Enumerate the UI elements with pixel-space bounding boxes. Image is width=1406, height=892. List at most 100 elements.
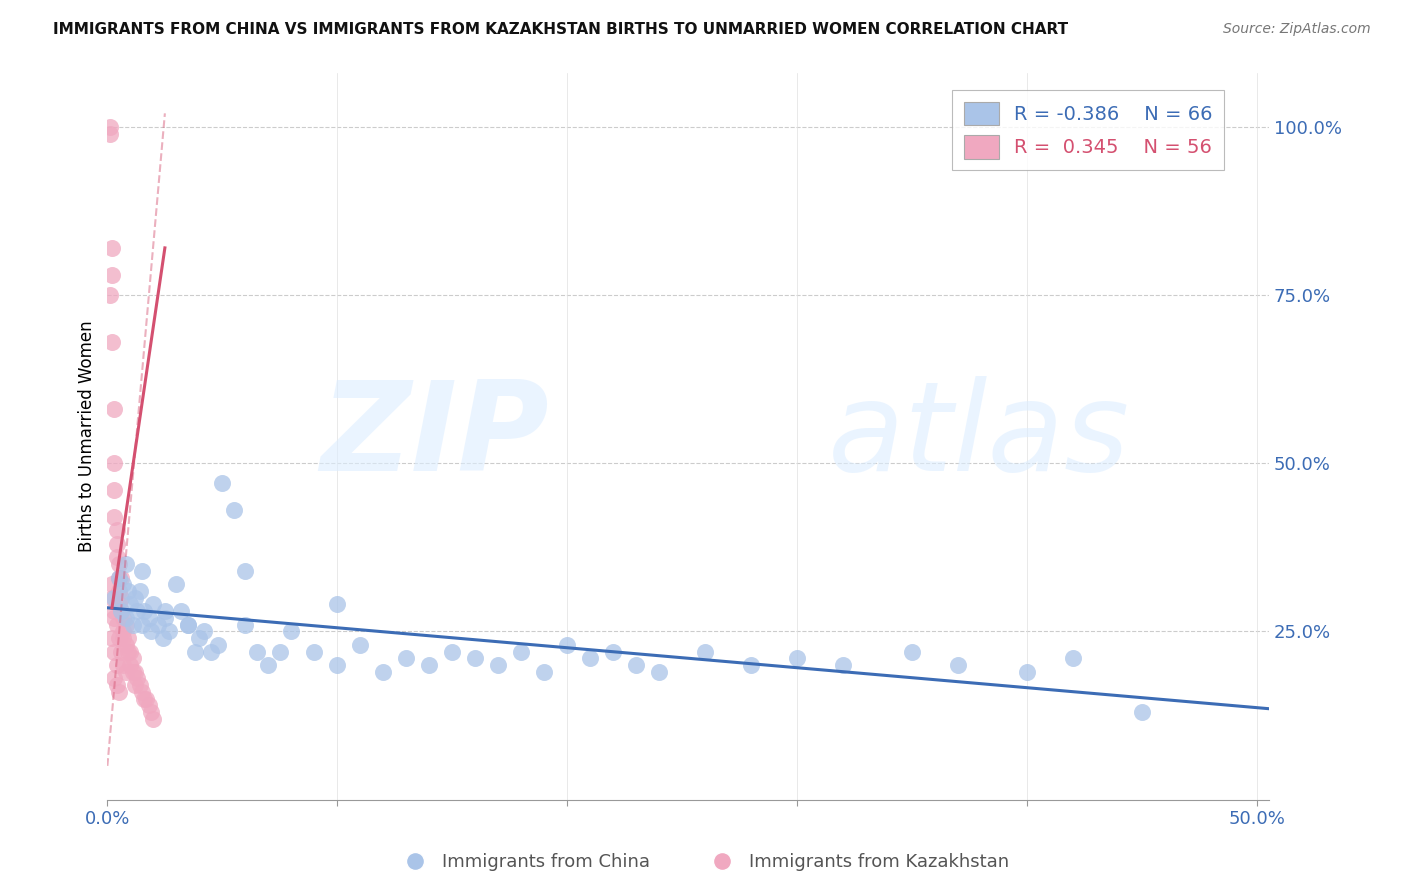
Point: [349, 638, 371, 652]
Point: [101, 334, 124, 349]
Point: [108, 685, 131, 699]
Point: [124, 665, 146, 679]
Point: [142, 712, 165, 726]
Point: [105, 657, 128, 672]
Point: [326, 598, 349, 612]
Point: [146, 617, 169, 632]
Point: [110, 644, 132, 658]
Point: [121, 617, 143, 632]
Text: atlas: atlas: [828, 376, 1129, 497]
Point: [112, 611, 135, 625]
Point: [134, 691, 156, 706]
Point: [948, 657, 970, 672]
Point: [139, 624, 162, 639]
Point: [533, 665, 555, 679]
Point: [101, 577, 124, 591]
Text: Source: ZipAtlas.com: Source: ZipAtlas.com: [1223, 22, 1371, 37]
Point: [153, 611, 176, 625]
Point: [193, 624, 215, 639]
Point: [103, 402, 125, 417]
Point: [395, 651, 418, 665]
Point: [579, 651, 602, 665]
Point: [103, 456, 125, 470]
Point: [101, 268, 124, 282]
Point: [211, 476, 233, 491]
Point: [159, 624, 181, 639]
Point: [269, 644, 291, 658]
Point: [510, 644, 533, 658]
Point: [124, 591, 146, 605]
Point: [124, 678, 146, 692]
Point: [110, 604, 132, 618]
Point: [98, 120, 121, 134]
Point: [131, 617, 153, 632]
Point: [464, 651, 486, 665]
Point: [103, 510, 125, 524]
Point: [441, 644, 464, 658]
Point: [131, 685, 153, 699]
Point: [103, 604, 125, 618]
Legend: Immigrants from China, Immigrants from Kazakhstan: Immigrants from China, Immigrants from K…: [389, 847, 1017, 879]
Point: [901, 644, 924, 658]
Point: [105, 678, 128, 692]
Point: [138, 698, 160, 713]
Point: [128, 678, 150, 692]
Point: [110, 604, 132, 618]
Point: [101, 241, 124, 255]
Point: [114, 611, 136, 625]
Point: [114, 665, 136, 679]
Y-axis label: Births to Unmarried Women: Births to Unmarried Women: [79, 320, 96, 552]
Point: [121, 651, 143, 665]
Point: [235, 564, 257, 578]
Point: [188, 631, 211, 645]
Point: [110, 570, 132, 584]
Point: [128, 584, 150, 599]
Point: [1017, 665, 1039, 679]
Point: [304, 644, 326, 658]
Legend: R = -0.386    N = 66, R =  0.345    N = 56: R = -0.386 N = 66, R = 0.345 N = 56: [952, 90, 1225, 170]
Point: [117, 584, 139, 599]
Point: [103, 483, 125, 497]
Point: [177, 617, 200, 632]
Point: [184, 644, 207, 658]
Point: [177, 617, 200, 632]
Point: [108, 584, 131, 599]
Point: [108, 570, 131, 584]
Text: ZIP: ZIP: [321, 376, 548, 497]
Point: [105, 524, 128, 538]
Point: [486, 657, 509, 672]
Point: [103, 591, 125, 605]
Point: [170, 604, 193, 618]
Point: [418, 657, 440, 672]
Point: [1062, 651, 1084, 665]
Point: [98, 127, 121, 141]
Point: [112, 657, 135, 672]
Point: [121, 665, 143, 679]
Point: [114, 617, 136, 632]
Point: [112, 631, 135, 645]
Point: [200, 644, 222, 658]
Point: [257, 657, 280, 672]
Point: [114, 638, 136, 652]
Point: [246, 644, 269, 658]
Point: [832, 657, 855, 672]
Point: [280, 624, 302, 639]
Point: [222, 503, 245, 517]
Point: [326, 657, 349, 672]
Point: [103, 644, 125, 658]
Point: [117, 644, 139, 658]
Point: [207, 638, 229, 652]
Point: [648, 665, 671, 679]
Point: [142, 598, 165, 612]
Point: [98, 288, 121, 302]
Point: [108, 557, 131, 571]
Point: [112, 577, 135, 591]
Point: [131, 564, 153, 578]
Point: [134, 604, 156, 618]
Point: [117, 631, 139, 645]
Point: [235, 617, 257, 632]
Point: [152, 631, 174, 645]
Point: [1132, 705, 1154, 719]
Point: [103, 611, 125, 625]
Point: [165, 577, 187, 591]
